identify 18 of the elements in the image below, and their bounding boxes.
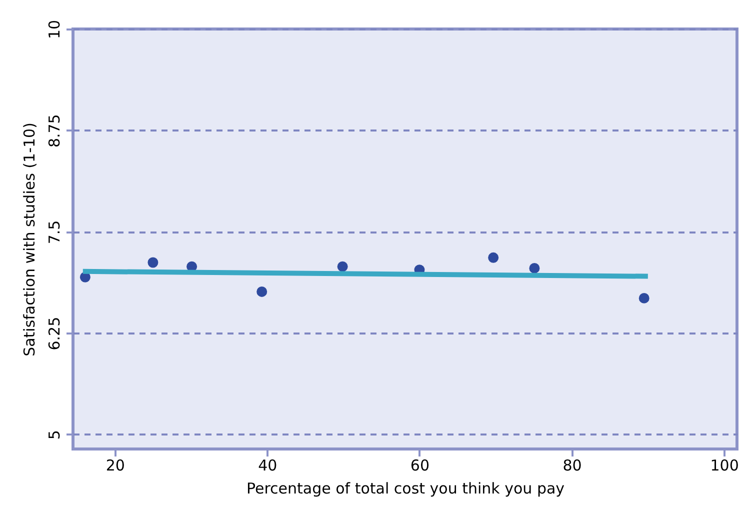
x-tick-label: 80 [562, 456, 582, 474]
x-tick-label: 20 [106, 456, 125, 474]
x-tick-label: 60 [410, 456, 430, 474]
y-tick-label: 6.25 [46, 316, 64, 350]
y-tick-label: 5 [46, 430, 64, 440]
x-tick-label: 40 [258, 456, 278, 474]
y-axis-title: Satisfaction with studies (1-10) [20, 122, 38, 356]
point [638, 292, 650, 304]
point [529, 262, 540, 274]
point [256, 286, 268, 297]
y-tick-label: 8.75 [46, 114, 64, 148]
x-tick-label: 100 [710, 456, 739, 474]
point [337, 261, 348, 272]
point [488, 252, 499, 263]
x-axis-title: Percentage of total cost you think you pay [246, 480, 565, 498]
point [148, 257, 158, 268]
y-tick-label: 10 [46, 20, 64, 40]
y-tick-label: 7.5 [46, 220, 64, 244]
